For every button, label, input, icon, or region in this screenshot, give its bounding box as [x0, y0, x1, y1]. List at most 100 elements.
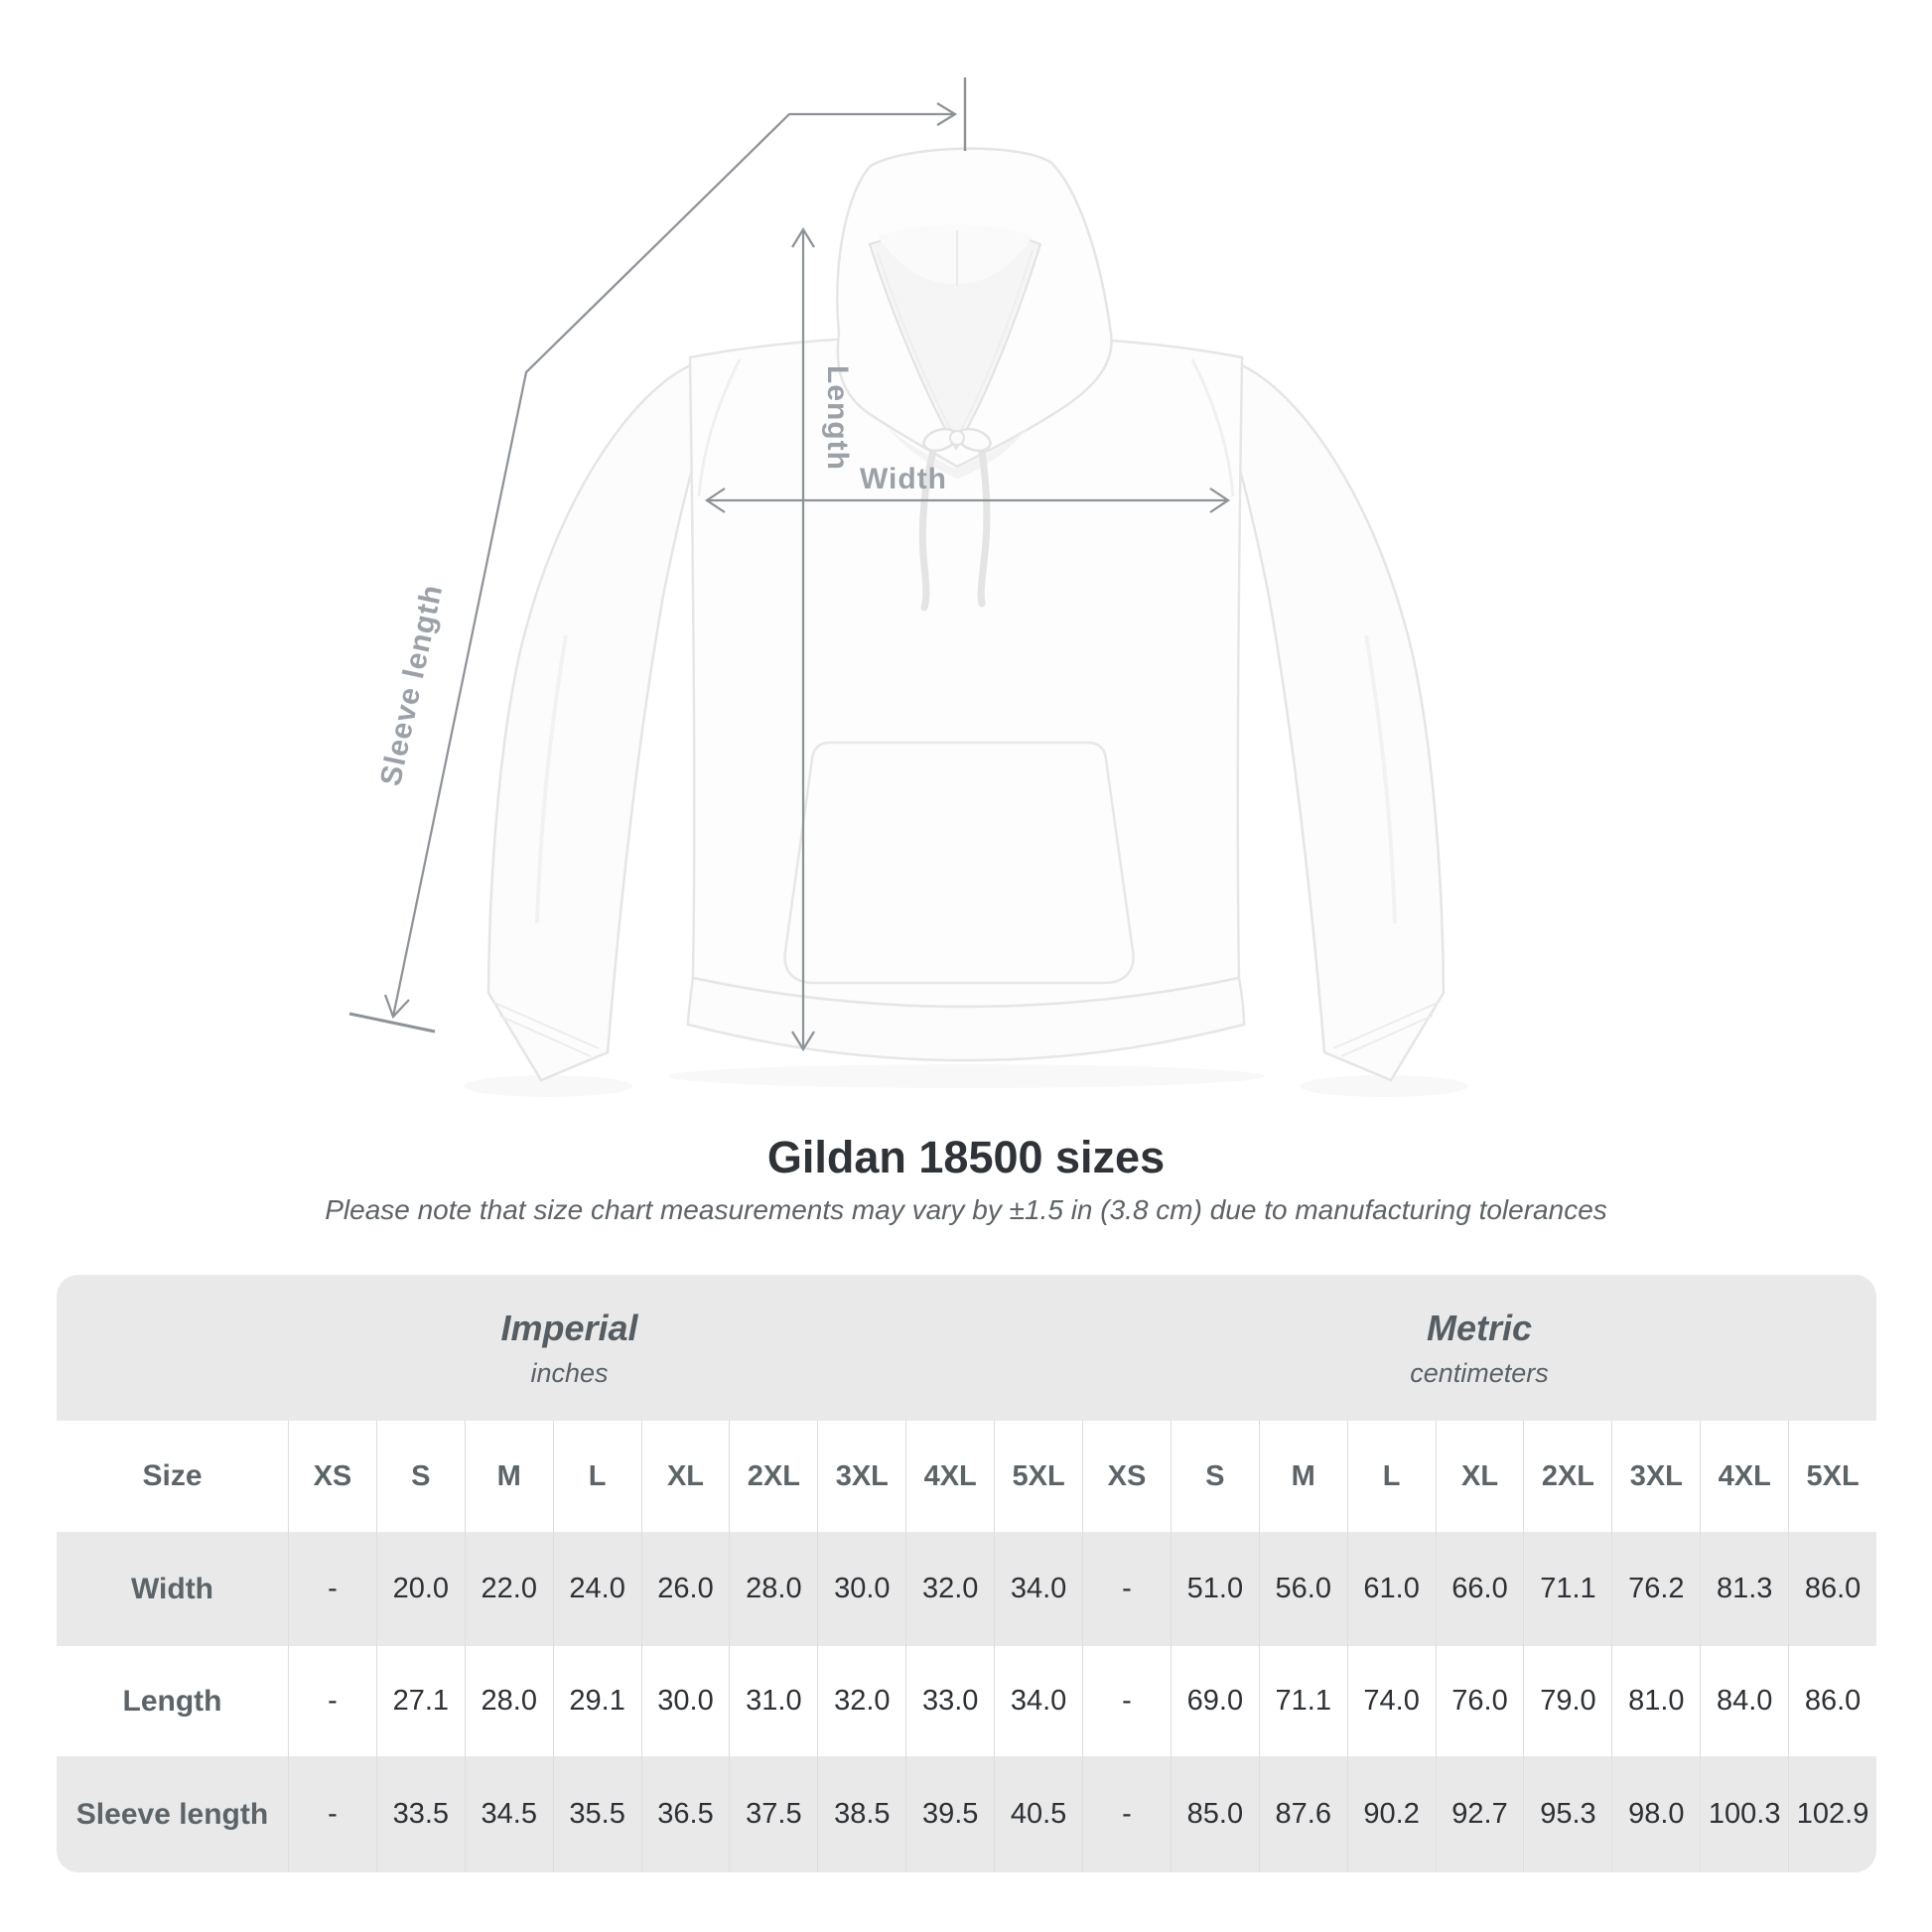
table-cell: 76.0 [1435, 1646, 1524, 1756]
left-armhole-seam [697, 358, 742, 497]
table-cell: 28.0 [464, 1646, 553, 1756]
left-cuff-seam [493, 1002, 600, 1057]
table-cell: 79.0 [1523, 1646, 1611, 1756]
table-cell: 84.0 [1700, 1646, 1788, 1756]
sleeve-arrow-top [936, 102, 958, 126]
table-cell: - [1082, 1532, 1171, 1646]
kangaroo-pocket [783, 741, 1135, 985]
size-col-header: S [375, 1421, 465, 1532]
size-col-header: 5XL [994, 1421, 1082, 1532]
width-arrow-left [704, 487, 726, 513]
size-col-header: 5XL [1788, 1421, 1876, 1532]
unit-header-row: Imperial inches Metric centimeters [57, 1275, 1876, 1421]
table-cell: 90.2 [1346, 1756, 1436, 1872]
row-label-length: Length [122, 1684, 222, 1718]
hem-shadow [668, 1064, 1264, 1088]
collar-stitch-lines [877, 249, 1034, 438]
table-cell: 71.1 [1258, 1646, 1347, 1756]
sleeve-end-tick-bottom [348, 1012, 436, 1034]
size-col-header: XS [1082, 1421, 1171, 1532]
table-cell: 71.1 [1523, 1532, 1611, 1646]
size-table: Imperial inches Metric centimeters Size … [57, 1275, 1876, 1872]
page-title: Gildan 18500 sizes [766, 1132, 1166, 1182]
table-cell: - [288, 1646, 376, 1756]
size-col-header: M [1258, 1421, 1347, 1532]
table-cell: 39.5 [905, 1756, 994, 1872]
bow-knot [949, 430, 965, 446]
left-sleeve-crease [535, 634, 568, 924]
sleeve-measure-line [391, 112, 955, 1018]
measurement-lines [348, 77, 1231, 1052]
right-cuff-shadow [1300, 1075, 1468, 1097]
table-cell: 27.1 [375, 1646, 465, 1756]
table-cell: 35.5 [552, 1756, 641, 1872]
hood-inner-back [878, 224, 1033, 284]
right-armhole-seam [1190, 358, 1235, 497]
imperial-label: Imperial [500, 1307, 638, 1348]
right-sleeve-crease [1364, 634, 1397, 924]
size-col-header: XL [640, 1421, 730, 1532]
hoodie-illustration [486, 147, 1446, 1082]
size-col-header: 3XL [817, 1421, 905, 1532]
table-cell: 36.5 [640, 1756, 730, 1872]
length-measure-label: Length [821, 365, 854, 471]
size-col-header: L [1346, 1421, 1436, 1532]
table-cell: - [1082, 1756, 1171, 1872]
table-cell: 56.0 [1258, 1532, 1347, 1646]
size-col-header: L [552, 1421, 641, 1532]
table-cell: 40.5 [994, 1756, 1082, 1872]
table-cell: 81.3 [1700, 1532, 1788, 1646]
metric-label: Metric [1426, 1307, 1533, 1348]
table-cell: 92.7 [1435, 1756, 1524, 1872]
size-col-header: XS [288, 1421, 376, 1532]
right-cuff-seam [1332, 1002, 1439, 1057]
metric-group-header: Metric centimeters [1082, 1275, 1876, 1421]
metric-unit-label: centimeters [1410, 1357, 1549, 1388]
table-cell: 22.0 [464, 1532, 553, 1646]
right-sleeve [1234, 361, 1446, 1082]
table-cell: - [288, 1532, 376, 1646]
table-cell: 100.3 [1700, 1756, 1788, 1872]
table-cell: 66.0 [1435, 1532, 1524, 1646]
size-col-header: 2XL [1523, 1421, 1611, 1532]
size-col-header: 4XL [1700, 1421, 1788, 1532]
table-cell: - [1082, 1646, 1171, 1756]
table-cell: 24.0 [552, 1532, 641, 1646]
table-cell: 37.5 [729, 1756, 817, 1872]
left-sleeve [486, 361, 698, 1082]
table-cell: 81.0 [1611, 1646, 1700, 1756]
imperial-group-header: Imperial inches [57, 1275, 1082, 1421]
table-cell: 28.0 [729, 1532, 817, 1646]
hem-band [686, 976, 1246, 1062]
table-cell: 20.0 [375, 1532, 465, 1646]
length-arrow-up [791, 226, 815, 248]
table-cell: 76.2 [1611, 1532, 1700, 1646]
sleeve-measure-label: Sleeve length [374, 582, 449, 789]
tolerance-note: Please note that size chart measurements… [325, 1194, 1607, 1225]
table-cell: 34.0 [994, 1646, 1082, 1756]
length-arrow-down [791, 1031, 815, 1052]
size-col-header: 3XL [1611, 1421, 1700, 1532]
size-col-header: M [464, 1421, 553, 1532]
table-cell: 98.0 [1611, 1756, 1700, 1872]
table-cell: 85.0 [1170, 1756, 1259, 1872]
table-cell: 86.0 [1788, 1532, 1876, 1646]
table-cell: 38.5 [817, 1756, 905, 1872]
neck-shadow [887, 427, 1029, 479]
table-cell: 33.0 [905, 1646, 994, 1756]
row-label-width: Width [130, 1572, 214, 1605]
table-cell: - [288, 1756, 376, 1872]
sleeve-arrow-bottom [383, 994, 410, 1020]
hoodie-measurement-diagram: Width Length Sleeve length [348, 77, 1468, 1097]
table-cell: 34.0 [994, 1532, 1082, 1646]
table-cell: 30.0 [640, 1646, 730, 1756]
table-cell: 34.5 [464, 1756, 553, 1872]
table-cell: 87.6 [1258, 1756, 1347, 1872]
table-cell: 32.0 [905, 1532, 994, 1646]
sleeve-length-row: Sleeve length - 33.5 34.5 35.5 36.5 37.5… [57, 1756, 1876, 1872]
table-cell: 86.0 [1788, 1646, 1876, 1756]
width-measure-label: Width [860, 463, 947, 495]
table-cell: 95.3 [1523, 1756, 1611, 1872]
row-label-sleeve-length: Sleeve length [75, 1797, 269, 1831]
